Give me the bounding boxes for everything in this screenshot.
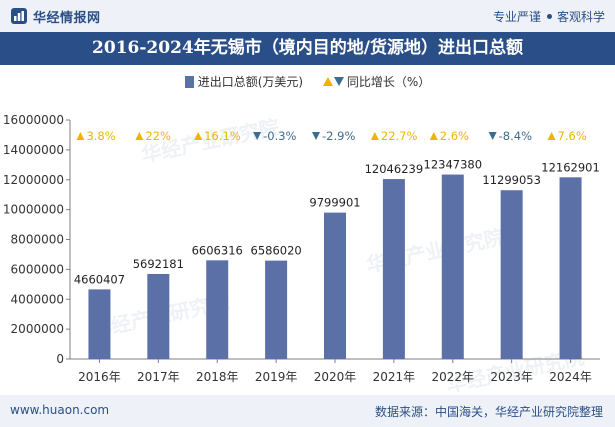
- bar: [265, 260, 288, 359]
- x-tick-label: 2016年: [78, 370, 121, 384]
- dot-separator: [546, 14, 552, 19]
- up-triangle-icon: [547, 132, 556, 140]
- x-tick-label: 2018年: [196, 370, 239, 384]
- chart-title: 2016-2024年无锡市（境内目的地/货源地）进出口总额: [0, 32, 615, 65]
- bar-value-label: 6586020: [251, 244, 302, 258]
- x-tick-label: 2023年: [490, 370, 533, 384]
- y-tick-label: 2000000: [11, 322, 64, 336]
- legend-label-growth: 同比增长（%）: [346, 75, 431, 89]
- up-triangle-icon: [370, 132, 379, 140]
- data-labels: 4660407 5692181 6606316 6586020 9799901 12046…: [74, 158, 600, 287]
- growth-value-label: 3.8%: [86, 129, 115, 143]
- growth-value-label: 16.1%: [204, 129, 241, 143]
- up-triangle-icon: [429, 132, 438, 140]
- growth-label: -8.4%: [488, 129, 532, 143]
- bar-chart: 0 2000000 4000000 6000000 8000000 10000000 120…: [3, 113, 600, 384]
- y-tick-label: 4000000: [11, 292, 64, 306]
- slogan-right: 客观科学: [556, 10, 605, 24]
- growth-value-label: -2.9%: [322, 129, 355, 143]
- legend-item-growth: 同比增长（%）: [322, 73, 431, 90]
- bar-value-label: 6606316: [192, 243, 243, 257]
- bar: [441, 174, 464, 359]
- y-tick-label: 6000000: [11, 262, 64, 276]
- y-tick-label: 16000000: [3, 113, 64, 127]
- growth-label: 16.1%: [194, 129, 241, 143]
- bar: [206, 260, 229, 359]
- brand-name: 华经情报网: [33, 11, 101, 26]
- data-source: 数据来源：中国海关，华经产业研究院整理: [374, 405, 603, 419]
- growth-value-label: 2.6%: [440, 129, 469, 143]
- bar-value-label: 12046239: [365, 162, 424, 176]
- bar: [559, 177, 582, 359]
- bar: [147, 273, 170, 359]
- y-tick-label: 12000000: [3, 173, 64, 187]
- legend-item-total: 进出口总额(万美元): [184, 73, 304, 90]
- chart-legend: 进出口总额(万美元) 同比增长（%）: [0, 73, 615, 93]
- site-url: www.huaon.com: [10, 403, 110, 417]
- y-tick-label: 14000000: [3, 143, 64, 157]
- up-triangle-icon: [76, 132, 85, 140]
- up-triangle-icon: [194, 132, 203, 140]
- growth-value-label: 22.7%: [381, 129, 418, 143]
- bar: [88, 289, 111, 359]
- legend-up-triangle-icon: [322, 77, 333, 86]
- top-bar: 华经情报网 专业严谨 客观科学: [0, 0, 615, 32]
- growth-value-label: -0.3%: [263, 129, 296, 143]
- bar-value-label: 5692181: [133, 257, 184, 271]
- legend-down-triangle-icon: [333, 77, 344, 86]
- x-tick-label: 2019年: [255, 370, 298, 384]
- bar-value-label: 12347380: [424, 158, 483, 172]
- down-triangle-icon: [253, 132, 262, 140]
- bar-value-label: 4660407: [74, 272, 125, 286]
- bar: [500, 190, 523, 359]
- growth-value-label: -8.4%: [499, 129, 532, 143]
- x-tick-label: 2021年: [373, 370, 416, 384]
- y-tick-label: 8000000: [11, 233, 64, 247]
- growth-labels: 3.8% 22% 16.1% -0.3% -2.9% 22.7% 2.6% -8.4% 7.6%: [76, 129, 587, 143]
- growth-label: 22%: [135, 129, 171, 143]
- bar-value-label: 9799901: [309, 196, 360, 210]
- legend-bar-swatch: [184, 76, 194, 88]
- growth-value-label: 22%: [145, 129, 171, 143]
- slogan-left: 专业严谨: [492, 10, 541, 24]
- growth-label: 2.6%: [429, 129, 469, 143]
- bar: [382, 179, 405, 359]
- bar-value-label: 12162901: [541, 160, 600, 174]
- x-tick-label: 2022年: [432, 370, 475, 384]
- down-triangle-icon: [312, 132, 320, 140]
- bar: [324, 212, 346, 359]
- y-tick-label: 10000000: [3, 203, 64, 217]
- bar-value-label: 11299053: [482, 173, 541, 187]
- down-triangle-icon: [488, 132, 497, 140]
- x-tick-label: 2020年: [314, 370, 357, 384]
- growth-label: 7.6%: [547, 129, 587, 143]
- x-tick-label: 2017年: [137, 370, 180, 384]
- header-slogan: 专业严谨 客观科学: [493, 8, 605, 25]
- growth-label: 3.8%: [76, 129, 116, 143]
- footer-bar: www.huaon.com 数据来源：中国海关，华经产业研究院整理: [0, 395, 615, 427]
- y-tick-label: 0: [56, 352, 64, 366]
- legend-label-total: 进出口总额(万美元): [197, 75, 304, 89]
- x-axis: 2016年 2017年 2018年 2019年 2020年 2021年 2022年 2023年…: [78, 359, 592, 384]
- bars: [88, 174, 582, 359]
- growth-label: 22.7%: [370, 129, 418, 143]
- x-tick-label: 2024年: [549, 370, 592, 384]
- growth-label: -0.3%: [253, 129, 297, 143]
- up-triangle-icon: [135, 132, 144, 140]
- logo-icon: [11, 8, 27, 24]
- growth-label: -2.9%: [312, 129, 355, 143]
- growth-value-label: 7.6%: [558, 129, 587, 143]
